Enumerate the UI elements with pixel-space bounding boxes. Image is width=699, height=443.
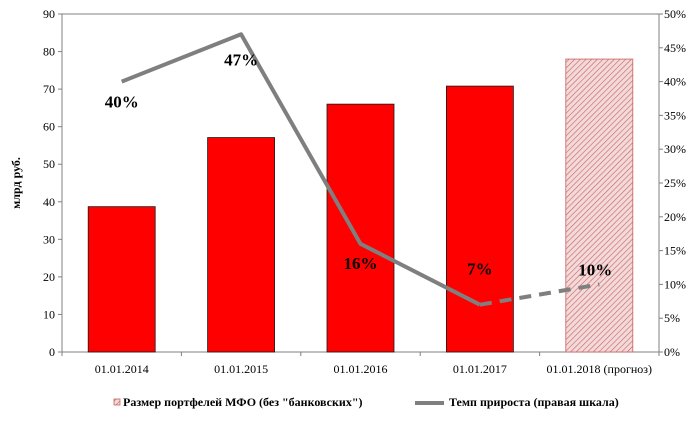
right-tick-label: 30% (664, 142, 686, 156)
left-tick-label: 90 (43, 7, 55, 21)
growth-label: 16% (344, 254, 378, 273)
left-tick-label: 0 (49, 345, 55, 359)
x-tick-label: 01.01.2014 (95, 362, 149, 376)
data-labels: 40% 47% 16% 7% 10% (105, 50, 613, 279)
growth-label: 40% (105, 93, 139, 112)
right-tick-label: 35% (664, 108, 686, 122)
right-tick-label: 5% (664, 311, 680, 325)
left-tick-label: 60 (43, 120, 55, 134)
x-tick-label: 01.01.2017 (453, 362, 507, 376)
left-tick-label: 10 (43, 307, 55, 321)
right-tick-label: 10% (664, 277, 686, 291)
right-axis: 0% 5% 10% 15% 20% 25% 30% 35% 40% 45% 50% (659, 7, 686, 359)
right-tick-label: 50% (664, 7, 686, 21)
right-tick-label: 0% (664, 345, 680, 359)
left-tick-label: 70 (43, 82, 55, 96)
legend-bar-swatch (113, 398, 121, 406)
x-tick-label: 01.01.2018 (прогноз) (547, 362, 653, 376)
bar (445, 85, 514, 353)
bar-forecast (565, 58, 634, 353)
growth-label: 10% (578, 260, 612, 279)
bar (326, 103, 395, 353)
growth-label: 7% (467, 260, 493, 279)
left-tick-label: 20 (43, 270, 55, 284)
right-tick-label: 20% (664, 210, 686, 224)
right-tick-label: 15% (664, 244, 686, 258)
legend-bar-label: Размер портфелей МФО (без "банковских") (123, 395, 363, 409)
right-tick-label: 25% (664, 176, 686, 190)
left-tick-label: 30 (43, 232, 55, 246)
bar-series (87, 58, 634, 353)
growth-line-forecast (479, 282, 600, 307)
left-tick-label: 50 (43, 157, 55, 171)
legend: Размер портфелей МФО (без "банковских") … (113, 395, 619, 409)
bar (207, 137, 276, 353)
growth-line-solid (120, 32, 481, 307)
x-tick-label: 01.01.2016 (334, 362, 388, 376)
left-tick-label: 80 (43, 45, 55, 59)
left-axis: 0 10 20 30 40 50 60 70 80 90 (43, 7, 62, 359)
right-tick-label: 40% (664, 75, 686, 89)
x-axis: 01.01.2014 01.01.2015 01.01.2016 01.01.2017… (61, 352, 660, 376)
y-axis-label: млрд руб. (9, 157, 23, 209)
x-tick-label: 01.01.2015 (214, 362, 268, 376)
bar (87, 206, 156, 353)
legend-line-label: Темп прироста (правая шкала) (449, 395, 619, 409)
line-series (120, 32, 600, 307)
right-tick-label: 45% (664, 41, 686, 55)
growth-label: 47% (224, 50, 258, 69)
left-tick-label: 40 (43, 195, 55, 209)
